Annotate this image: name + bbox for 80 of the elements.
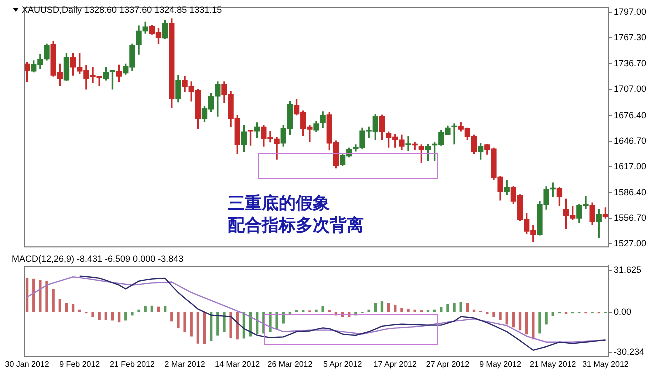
bar (552, 312, 554, 316)
x-tick-label: 9 May 2012 (480, 360, 522, 370)
y-tick-label: -30.234 (614, 346, 645, 357)
bar (58, 299, 62, 312)
y-tick-label: 1617.00 (614, 161, 647, 172)
bar (164, 306, 167, 312)
bar (131, 312, 134, 316)
bar (538, 312, 542, 334)
bar (506, 312, 508, 325)
annotation: 配合指标多次背离 (228, 215, 364, 237)
chart-title: XAUUSD,Daily 1328.60 1337.60 1324.85 1331.15 (22, 5, 222, 15)
x-tick-label: 2 Mar 2012 (164, 360, 206, 370)
x-tick-label: 27 Apr 2012 (426, 360, 470, 370)
bar (322, 306, 324, 312)
bar (118, 312, 121, 323)
bar (177, 312, 180, 329)
bar (460, 302, 462, 312)
bar (499, 312, 502, 320)
x-tick-label: 21 May 2012 (530, 360, 577, 370)
bar (65, 302, 68, 312)
bar (52, 289, 55, 312)
bar (545, 312, 548, 325)
candlestick (452, 124, 458, 145)
bar (39, 280, 42, 312)
y-tick-label: 1556.70 (614, 213, 647, 224)
bar (196, 312, 200, 344)
bar (184, 312, 186, 332)
bar (276, 312, 278, 330)
bar (190, 312, 193, 337)
bar (387, 302, 390, 312)
bar (492, 312, 496, 318)
bar (380, 302, 384, 312)
x-tick-label: 31 May 2012 (582, 360, 630, 370)
bar (526, 312, 528, 335)
y-tick-label: 1646.70 (614, 136, 647, 146)
bar (512, 312, 516, 328)
bar (124, 312, 128, 321)
bar (407, 308, 410, 312)
candlestick (406, 136, 412, 152)
x-tick-label: 26 Mar 2012 (268, 360, 314, 370)
bar (518, 312, 522, 331)
x-tick-label: 30 Jan 2012 (5, 360, 50, 370)
x-tick-label: 5 Apr 2012 (323, 360, 363, 370)
y-tick-label: 0.00 (614, 306, 632, 317)
bar (466, 302, 470, 312)
bar (92, 312, 94, 318)
bar (400, 308, 404, 312)
bar (315, 310, 318, 312)
y-tick-label: 1586.40 (614, 188, 647, 198)
bar (230, 312, 232, 338)
bar (216, 312, 220, 336)
bar (111, 312, 114, 321)
y-tick-label: 1736.70 (614, 58, 647, 69)
y-tick-label: 1676.40 (614, 110, 647, 120)
bar (170, 312, 174, 322)
x-tick-label: 17 Apr 2012 (374, 360, 418, 370)
bar (150, 306, 154, 312)
x-tick-label: 14 Mar 2012 (215, 360, 261, 370)
x-tick-label: 9 Feb 2012 (60, 360, 101, 370)
annotation: 三重底的假象 (228, 193, 330, 215)
bar (440, 307, 443, 312)
bar (446, 304, 450, 312)
bar (104, 312, 108, 320)
bar (72, 304, 75, 312)
bar (223, 312, 226, 332)
y-tick-label: 31.625 (614, 264, 642, 275)
bar (138, 310, 140, 312)
bar (453, 302, 456, 312)
bar (394, 305, 397, 312)
bar (98, 312, 101, 320)
bar (374, 302, 377, 312)
chart-title: MACD(12,26,9) -8.431 -6.509 0.000 -3.843 (12, 254, 184, 264)
y-tick-label: 1767.30 (614, 32, 647, 42)
x-tick-label: 21 Feb 2012 (110, 360, 156, 370)
bar (203, 312, 206, 344)
y-tick-label: 1527.00 (614, 238, 647, 249)
y-tick-label: 1797.00 (614, 7, 647, 18)
bar (46, 281, 48, 312)
bar (26, 278, 29, 312)
y-tick-label: 1707.00 (614, 84, 647, 94)
